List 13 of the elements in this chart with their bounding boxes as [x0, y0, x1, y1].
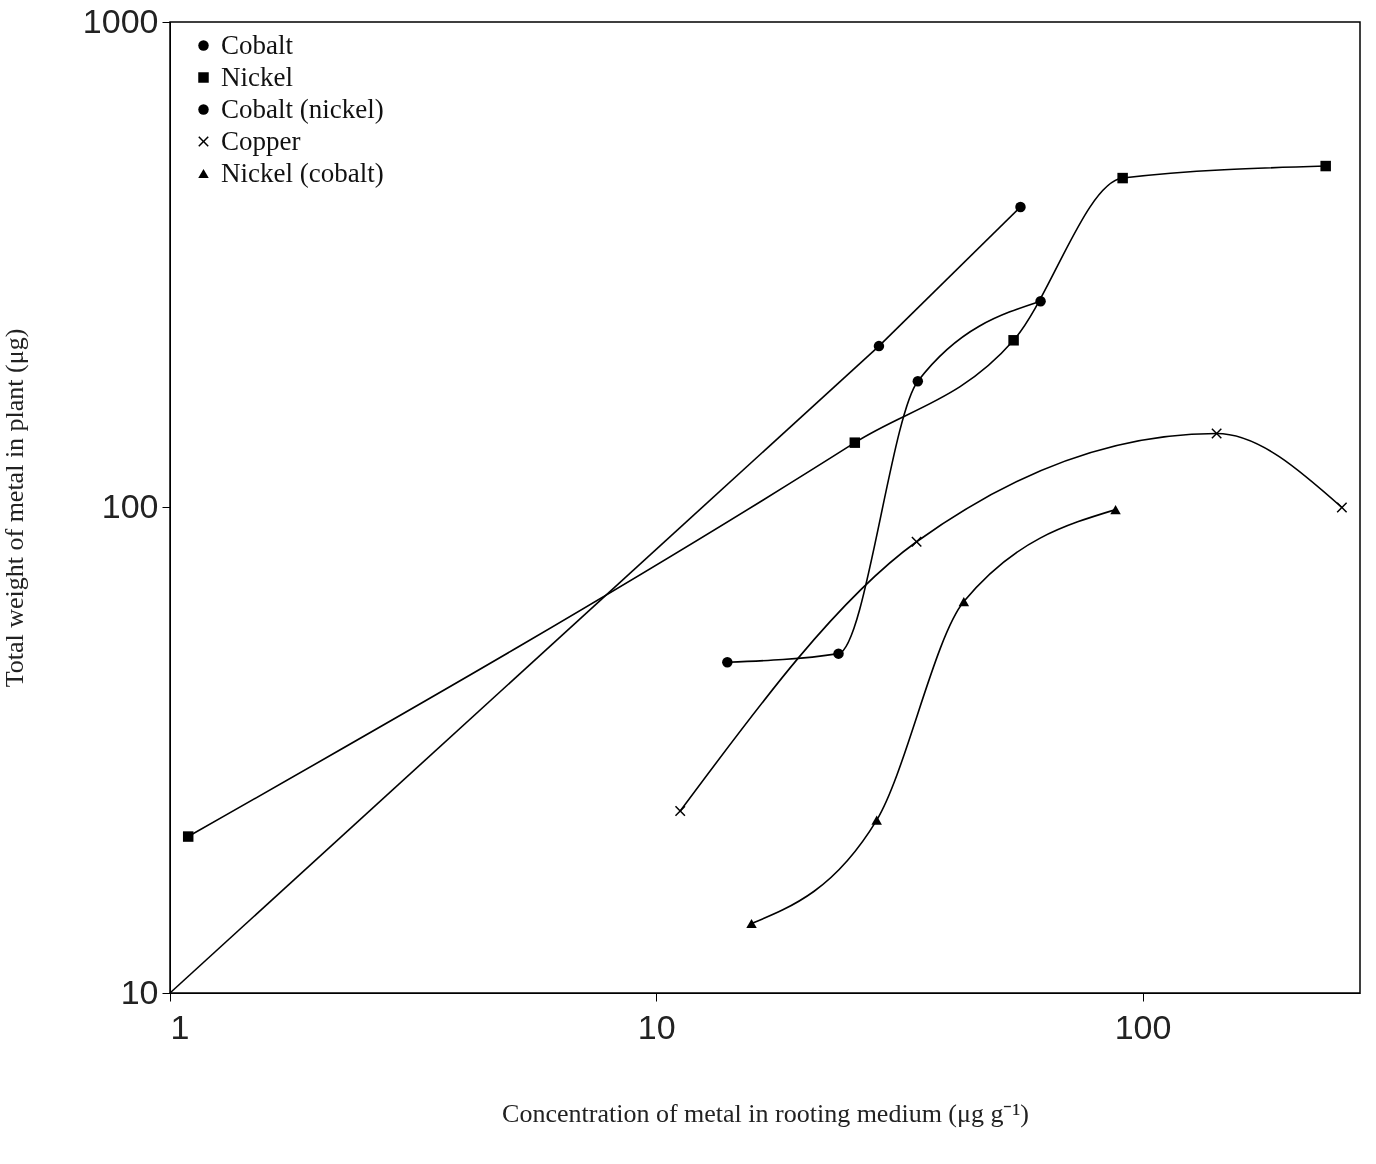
x-tick-label: 100	[1114, 1007, 1172, 1046]
y-tick-label: 10	[120, 972, 159, 1011]
y-axis-title: Total weight of metal in plant (μg)	[0, 328, 29, 688]
x-tick-label: 10	[637, 1007, 676, 1046]
legend-label: Nickel	[221, 61, 293, 92]
legend-label: Cobalt (nickel)	[221, 93, 384, 124]
legend-label: Copper	[221, 125, 301, 156]
x-tick-label: 1	[170, 1007, 190, 1046]
legend-label: Nickel (cobalt)	[221, 157, 384, 188]
x-axis-title: Concentration of metal in rooting medium (μg g⁻¹)	[502, 1098, 1029, 1128]
legend-label: Cobalt	[221, 29, 294, 60]
y-tick-label: 1000	[82, 1, 159, 40]
y-tick-label: 100	[101, 487, 159, 525]
